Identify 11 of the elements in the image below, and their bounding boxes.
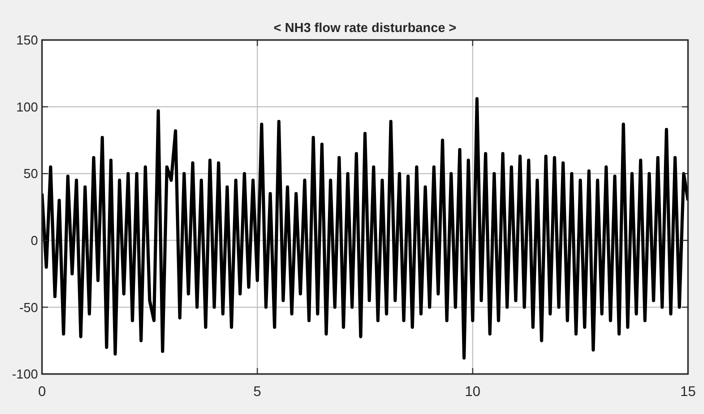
y-tick-label: 0 [30, 232, 38, 248]
chart-title: < NH3 flow rate disturbance > [274, 20, 457, 35]
y-tick-label: -50 [19, 300, 38, 315]
y-tick-label: 50 [24, 166, 38, 182]
x-tick-label: 5 [253, 383, 262, 399]
y-tick-label: 150 [16, 32, 38, 48]
y-tick-label: -100 [12, 366, 38, 382]
x-tick-label: 15 [680, 383, 696, 399]
x-tick-label: 10 [464, 383, 481, 399]
y-tick-label: 100 [16, 99, 38, 114]
line-series [42, 97, 688, 360]
